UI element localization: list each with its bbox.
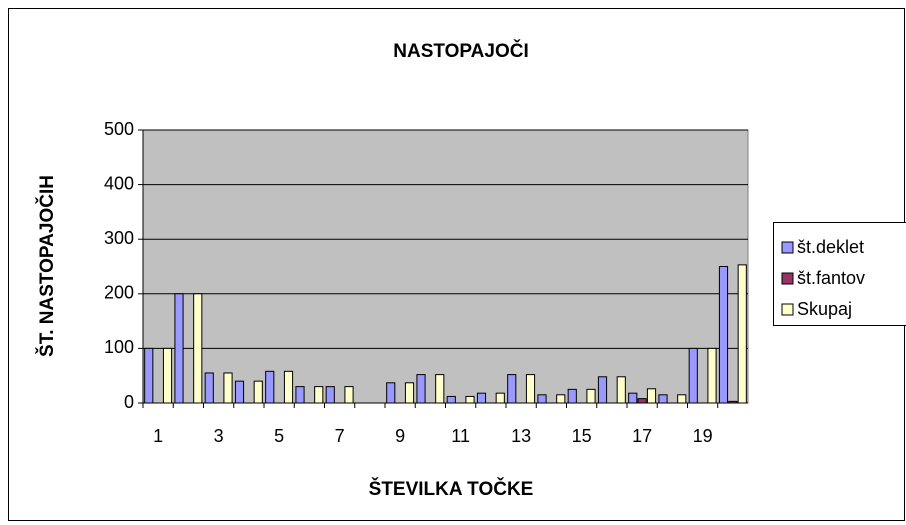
x-tick-label: 7 (335, 426, 345, 446)
bar (637, 398, 647, 404)
bar (658, 394, 668, 404)
bar (253, 380, 263, 404)
bar (567, 388, 577, 404)
bar (193, 293, 203, 404)
x-tick-label: 19 (693, 426, 713, 446)
bar (495, 392, 505, 404)
x-tick-label: 1 (153, 426, 163, 446)
bar (688, 347, 698, 404)
bar (404, 382, 415, 404)
bar (344, 386, 354, 404)
bar (234, 380, 245, 404)
y-tick-label: 300 (104, 228, 134, 248)
bar (586, 388, 596, 404)
y-tick-label: 400 (104, 173, 134, 193)
bar (628, 392, 638, 404)
x-tick-label: 11 (451, 426, 470, 446)
bar (265, 370, 275, 404)
legend-box (773, 222, 906, 326)
bar (204, 372, 214, 404)
bar (556, 394, 566, 404)
bar (162, 347, 173, 404)
y-tick-label: 500 (104, 119, 134, 139)
bar (295, 386, 305, 404)
bar (707, 347, 717, 404)
bar (223, 372, 233, 404)
y-tick-label: 100 (104, 337, 134, 357)
x-tick-label: 3 (214, 426, 224, 446)
x-tick-label: 17 (632, 426, 652, 446)
bar (325, 386, 335, 404)
bar (616, 376, 626, 404)
x-tick-label: 13 (511, 426, 531, 446)
bar (728, 400, 738, 404)
y-axis-title: ŠT. NASTOPAJOČIH (36, 175, 58, 357)
legend-label: št.deklet (797, 237, 864, 257)
bar (416, 374, 426, 404)
bar (737, 264, 747, 404)
legend-swatch (781, 303, 794, 316)
bar (435, 374, 445, 404)
bar (446, 395, 456, 404)
bar (537, 394, 547, 404)
x-axis-title: ŠTEVILKA TOČKE (369, 478, 534, 500)
x-tick-label: 5 (274, 426, 284, 446)
bar (525, 374, 536, 404)
plot-area (142, 129, 749, 404)
legend-label: Skupaj (797, 299, 852, 319)
bar (465, 395, 475, 404)
bar (476, 392, 487, 404)
y-tick-label: 0 (124, 392, 134, 412)
y-tick-label: 200 (104, 283, 134, 303)
bar (314, 386, 324, 404)
legend-swatch (781, 272, 794, 285)
bar (174, 293, 184, 404)
bar (646, 388, 657, 404)
chart-title: NASTOPAJOČI (393, 40, 529, 62)
bar (597, 376, 608, 404)
x-tick-label: 9 (395, 426, 405, 446)
bar (144, 347, 154, 404)
bar (386, 382, 396, 404)
legend-swatch (781, 241, 794, 254)
x-tick-label: 15 (572, 426, 592, 446)
bar (507, 374, 517, 404)
bar (718, 266, 729, 404)
bar (283, 370, 294, 404)
bar (677, 394, 687, 404)
legend-label: št.fantov (797, 268, 865, 288)
